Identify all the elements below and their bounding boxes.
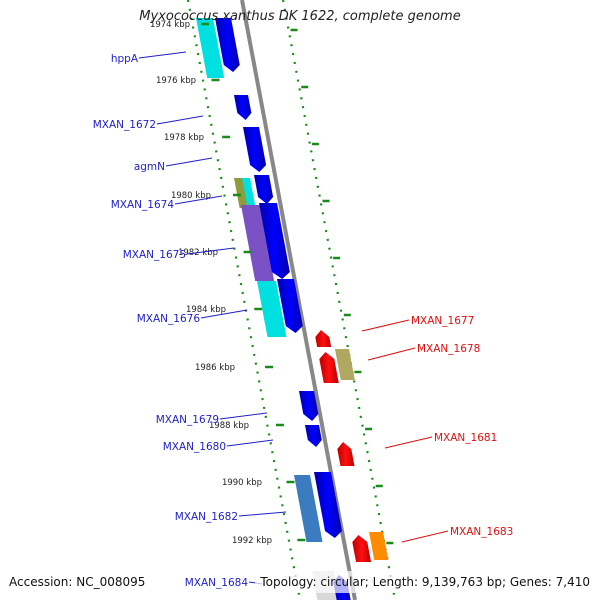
ruler-right	[281, 0, 397, 600]
forward-gene-label: MXAN_1675	[123, 249, 186, 261]
reverse-gene-label: MXAN_1678	[417, 343, 480, 355]
reverse-gene-label: MXAN_1683	[450, 526, 513, 538]
mxan1672-gene-feature	[234, 95, 252, 120]
mxan1679-gene-feature	[299, 391, 319, 421]
accession-text: Accession: NC_008095	[9, 575, 146, 589]
kbp-tick-label: 1978 kbp	[164, 133, 204, 143]
gene-leader-line	[361, 319, 410, 332]
mxan1683-gene-feature	[352, 535, 372, 562]
gene-leader-line	[226, 439, 274, 447]
gene-leader-line	[238, 511, 287, 517]
hppA-gene-feature	[215, 18, 240, 72]
forward-gene-label: MXAN_1682	[175, 511, 238, 523]
kbp-tick-label: 1974 kbp	[150, 20, 190, 30]
forward-gene-label: hppA	[111, 53, 139, 65]
gene-leader-line	[401, 530, 449, 543]
topology-text: Topology: circular; Length: 9,139,763 bp…	[260, 575, 590, 589]
kbp-tick-label: 1980 kbp	[171, 191, 211, 201]
agmN-gene-feature	[243, 127, 267, 172]
forward-gene-label: agmN	[134, 161, 165, 173]
kbp-tick-label: 1988 kbp	[209, 421, 249, 431]
kbp-tick-label: 1992 kbp	[232, 536, 272, 546]
mxan1676-cds-feature	[257, 281, 287, 337]
forward-gene-label: MXAN_1684	[185, 577, 249, 589]
mxan1674-cds-feature	[234, 178, 250, 208]
mxan1674-misc-feature	[242, 178, 256, 205]
forward-gene-label: MXAN_1676	[137, 313, 201, 325]
mxan1678-gene-feature	[319, 352, 339, 383]
mxan1674-gene-feature	[254, 175, 274, 204]
gene-label-layer: hppA MXAN_1672 agmN MXAN_1674 MXAN_1675 MXAN_…	[93, 51, 513, 589]
kbp-tick-label: 1984 kbp	[186, 305, 226, 315]
forward-gene-label: MXAN_1680	[163, 441, 226, 453]
gene-leader-line	[219, 412, 268, 420]
kbp-tick-label: 1976 kbp	[156, 76, 196, 86]
mxan1683-cds-feature	[369, 532, 389, 560]
mxan1682-cds-feature	[294, 475, 323, 542]
kbp-tick-label: 1990 kbp	[222, 478, 262, 488]
gene-leader-line	[165, 157, 213, 167]
mxan1676-gene-feature	[277, 279, 303, 333]
gene-leader-line	[186, 247, 235, 255]
forward-gene-label: MXAN_1679	[156, 414, 219, 426]
gene-leader-line	[174, 195, 223, 205]
feature-layer	[196, 18, 389, 600]
mxan1677-gene-feature	[315, 330, 332, 347]
gene-leader-line	[156, 115, 204, 125]
mxan1682-gene-feature	[314, 472, 343, 538]
hppA-cds-feature	[196, 18, 225, 78]
map-title: Myxococcus xanthus DK 1622, complete gen…	[139, 9, 461, 24]
gene-leader-line	[138, 51, 187, 59]
reverse-gene-label: MXAN_1677	[411, 315, 474, 327]
reverse-gene-label: MXAN_1681	[434, 432, 497, 444]
forward-gene-label: MXAN_1674	[111, 199, 175, 211]
gene-leader-line	[384, 436, 433, 449]
mxan1678-cds-feature	[335, 349, 355, 380]
gene-leader-line	[367, 347, 416, 361]
forward-gene-label: MXAN_1672	[93, 119, 156, 131]
gene-leader-line	[200, 309, 248, 319]
mxan1681-gene-feature	[337, 442, 355, 466]
kbp-tick-label: 1986 kbp	[195, 363, 235, 373]
mxan1675-gene-feature	[259, 203, 290, 279]
mxan1680-gene-feature	[305, 425, 322, 447]
footer-backdrop	[255, 571, 595, 593]
mxan1675-domain-feature	[241, 205, 275, 281]
